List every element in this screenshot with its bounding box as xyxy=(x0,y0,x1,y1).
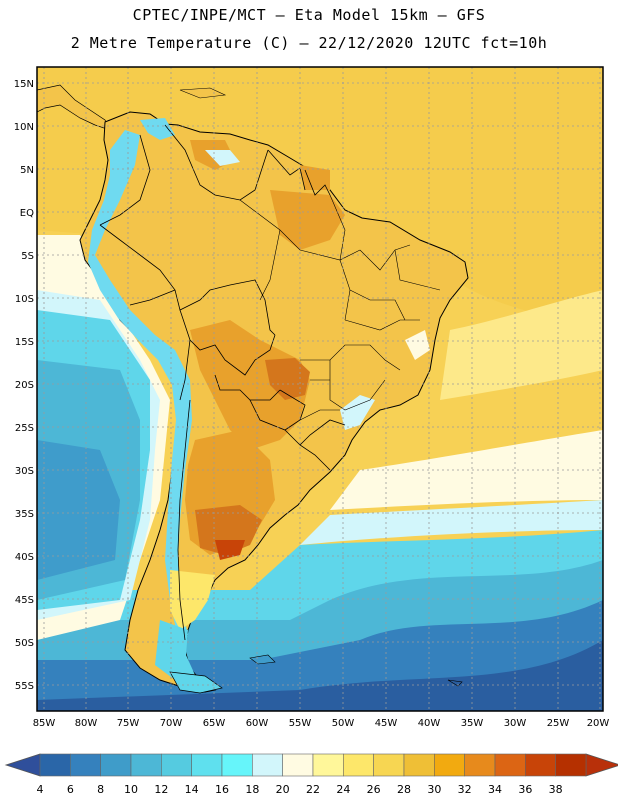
map-frame xyxy=(36,66,604,712)
colorbar-label: 12 xyxy=(154,783,168,796)
lat-label: 25S xyxy=(15,423,34,434)
lat-label: 15N xyxy=(14,79,34,90)
colorbar-label: 8 xyxy=(97,783,104,796)
colorbar-label: 24 xyxy=(336,783,350,796)
lat-axis: 15N 10N 5N EQ 5S 10S 15S 20S 25S 30S 35S… xyxy=(14,79,34,692)
colorbar-swatch xyxy=(464,753,496,777)
colorbar-label: 4 xyxy=(37,783,44,796)
lat-label: 10N xyxy=(14,122,34,133)
colorbar-label: 14 xyxy=(185,783,199,796)
colorbar-swatch xyxy=(191,753,223,777)
colorbar-swatch xyxy=(161,753,192,777)
colorbar-swatch xyxy=(525,753,556,777)
patagonia-cool xyxy=(155,620,195,680)
country-borders xyxy=(99,124,346,641)
colorbar-label: 20 xyxy=(276,783,290,796)
pantanal-very-hot xyxy=(265,358,310,400)
caribbean-island xyxy=(179,87,227,99)
colorbar-swatch xyxy=(403,753,435,777)
lon-label: 20W xyxy=(587,718,610,729)
colorbar-label: 30 xyxy=(427,783,441,796)
lat-label: 5S xyxy=(21,251,34,262)
colorbar-label: 10 xyxy=(124,783,138,796)
chart-subtitle: 2 Metre Temperature (C) – 22/12/2020 12U… xyxy=(70,34,548,52)
ocean-cream-band xyxy=(330,430,603,510)
colorbar-label: 28 xyxy=(397,783,411,796)
patagonia-warm xyxy=(170,570,215,630)
lat-label: EQ xyxy=(20,208,34,219)
pampas-hottest xyxy=(215,540,245,560)
lat-label: 35S xyxy=(15,509,34,520)
colorbar-label: 16 xyxy=(215,783,229,796)
lat-label: 50S xyxy=(15,638,34,649)
falkland-islands xyxy=(249,654,276,665)
chart-title: CPTEC/INPE/MCT – Eta Model 15km – GFS xyxy=(132,6,486,24)
lon-label: 60W xyxy=(246,718,269,729)
brazil-state-borders xyxy=(239,194,441,421)
map-field xyxy=(37,67,603,711)
lat-label: 55S xyxy=(15,681,34,692)
colorbar-swatch xyxy=(434,753,465,777)
lon-label: 85W xyxy=(33,718,56,729)
lon-label: 35W xyxy=(461,718,484,729)
colorbar-label: 38 xyxy=(549,783,563,796)
amazon-hot-region xyxy=(270,190,345,250)
colorbar-swatch xyxy=(39,753,71,777)
ocean-deep-blue-band xyxy=(37,640,603,711)
lon-label: 80W xyxy=(75,718,98,729)
colorbar-swatch xyxy=(130,753,162,777)
pacific-blue-band xyxy=(37,440,120,580)
lon-label: 25W xyxy=(547,718,570,729)
lat-label: 45S xyxy=(15,595,34,606)
lon-label: 75W xyxy=(117,718,140,729)
graticule xyxy=(37,67,603,711)
colorbar-swatch xyxy=(282,753,314,777)
lon-label: 30W xyxy=(504,718,527,729)
lon-axis: 85W 80W 75W 70W 65W 60W 55W 50W 45W 40W … xyxy=(33,718,610,729)
colorbar-label: 34 xyxy=(488,783,502,796)
lat-label: 15S xyxy=(15,337,34,348)
colorbar-swatch xyxy=(70,753,101,777)
colorbar-swatch xyxy=(343,753,374,777)
colorbar-swatch xyxy=(494,753,526,777)
guiana-hot-region xyxy=(300,165,330,190)
colorbar-label: 32 xyxy=(458,783,472,796)
colorbar: 4 6 8 10 12 14 16 18 20 22 24 26 28 30 32 34 36 38 xyxy=(4,753,618,796)
ocean-light-cyan-band xyxy=(300,500,603,545)
lat-label: 30S xyxy=(15,466,34,477)
colorbar-low-arrow xyxy=(4,753,41,777)
lat-label: 20S xyxy=(15,380,34,391)
lon-label: 55W xyxy=(289,718,312,729)
lon-label: 45W xyxy=(375,718,398,729)
colorbar-label: 22 xyxy=(306,783,320,796)
lon-label: 65W xyxy=(203,718,226,729)
colorbar-swatch xyxy=(221,753,253,777)
lon-label: 40W xyxy=(418,718,441,729)
colorbar-swatch xyxy=(555,753,587,777)
lon-label: 50W xyxy=(332,718,355,729)
colorbar-swatch xyxy=(373,753,405,777)
lat-label: 5N xyxy=(20,165,34,176)
colorbar-swatch xyxy=(252,753,283,777)
colorbar-label: 26 xyxy=(367,783,381,796)
colorbar-swatch xyxy=(312,753,344,777)
colorbar-swatch xyxy=(100,753,132,777)
colorbar-label: 18 xyxy=(245,783,259,796)
tierra-del-fuego xyxy=(169,671,223,694)
lat-label: 10S xyxy=(15,294,34,305)
colorbar-high-arrow xyxy=(585,753,618,777)
lat-label: 40S xyxy=(15,552,34,563)
pampas-very-hot xyxy=(195,505,262,555)
south-georgia xyxy=(447,679,463,687)
serra-do-mar-cool xyxy=(340,395,375,430)
colorbar-label: 36 xyxy=(518,783,532,796)
sierra-nevada-cool xyxy=(140,118,175,140)
espinhaco-cool xyxy=(405,330,430,360)
lon-label: 70W xyxy=(160,718,183,729)
ocean-pale-yellow-band xyxy=(440,290,603,400)
colorbar-label: 6 xyxy=(67,783,74,796)
